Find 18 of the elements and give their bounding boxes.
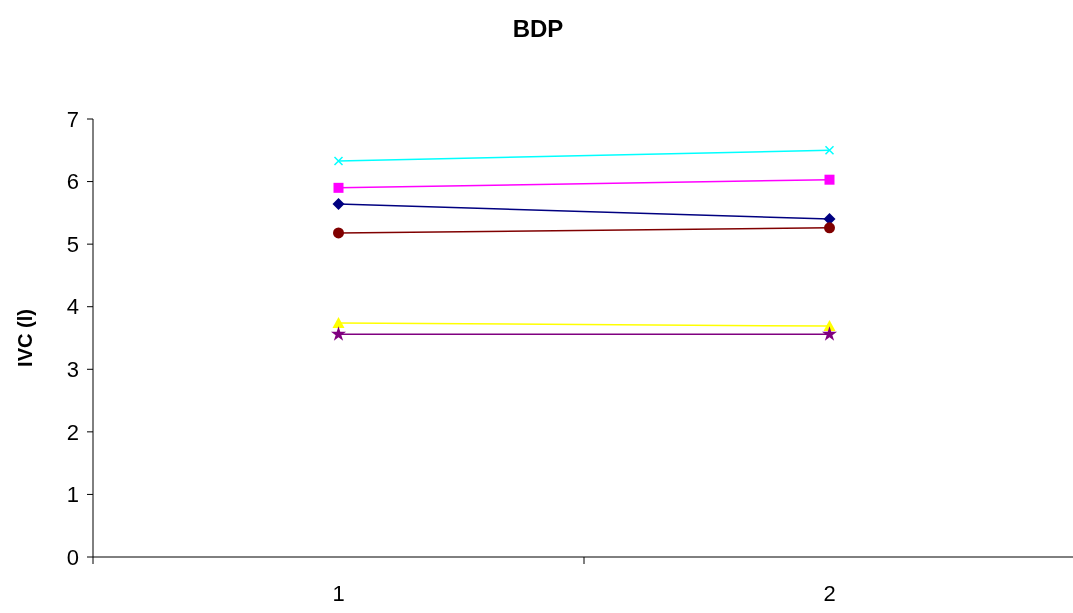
y-tick-label: 0	[66, 544, 79, 570]
point	[333, 182, 344, 193]
point	[824, 145, 835, 156]
chart-title: BDP	[512, 15, 564, 42]
y-tick-label: 7	[66, 106, 79, 132]
point	[333, 227, 344, 239]
y-tick-label: 5	[66, 231, 79, 257]
point	[824, 222, 835, 234]
y-tick-label: 6	[66, 169, 79, 195]
y-tick-label: 2	[66, 419, 79, 445]
point	[330, 326, 347, 341]
y-tick-label: 3	[66, 356, 79, 382]
y-tick-label: 1	[66, 482, 79, 508]
point	[824, 174, 835, 185]
y-tick-label: 4	[66, 294, 79, 320]
point	[332, 198, 345, 211]
y-axis-title: IVC (l)	[14, 309, 36, 367]
point	[333, 156, 344, 166]
